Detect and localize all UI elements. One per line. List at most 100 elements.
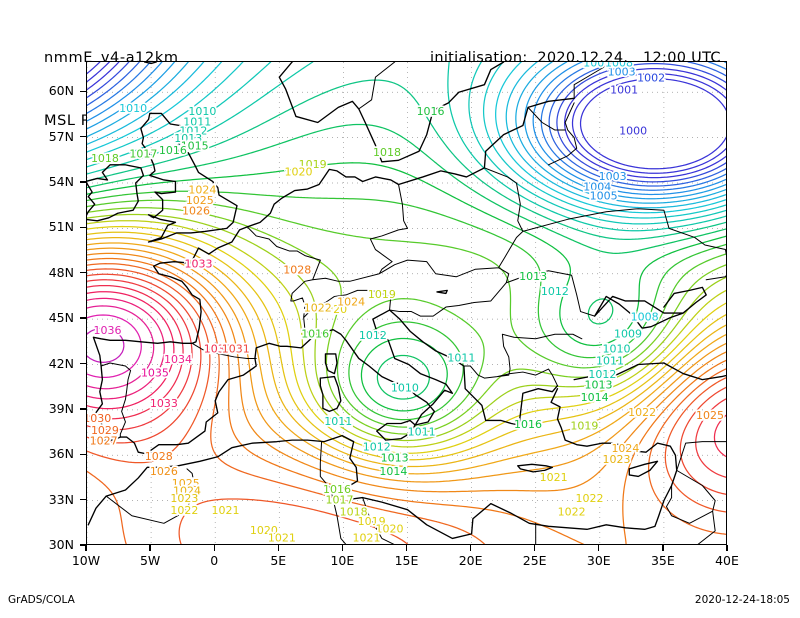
contour-label-halo: 1028 <box>283 264 311 277</box>
contour-value-label: 1029 <box>91 424 119 437</box>
contour-value-label: 1015 <box>181 140 209 153</box>
contour-label-halo: 1011 <box>183 116 211 129</box>
contour-value-label: 1020 <box>285 165 313 178</box>
contour-value-label: 1014 <box>379 465 407 478</box>
contour-value-label: 1023 <box>602 453 630 466</box>
contour-label-halo: 1027 <box>90 435 118 448</box>
y-tickmark <box>80 362 86 365</box>
contour-level-1027 <box>87 263 726 544</box>
contour-value-label: 1011 <box>447 351 475 364</box>
x-axis-tick-label: 10W <box>71 553 101 568</box>
y-tickmark <box>80 272 86 274</box>
contour-value-label: 1002 <box>637 72 665 85</box>
contour-label-halo: 1016 <box>301 327 329 340</box>
contour-value-label: 1014 <box>581 391 609 404</box>
y-axis-tick-label: 36N <box>48 446 74 462</box>
contour-value-label: 1003 <box>608 66 636 79</box>
contour-value-label: 1008 <box>631 311 659 324</box>
contour-label-halo: 1002 <box>637 72 665 85</box>
x-axis-tick-label: 40E <box>715 553 739 568</box>
contour-value-label: 1022 <box>304 302 332 315</box>
contour-label-halo: 1013 <box>519 270 547 283</box>
y-axis-tick-label: 51N <box>48 219 74 235</box>
contour-value-label: 1023 <box>170 492 198 505</box>
contour-value-label: 1013 <box>519 270 547 283</box>
x-tickmark <box>469 545 472 551</box>
contour-value-label: 1016 <box>159 144 187 157</box>
contour-value-label: 1016 <box>417 105 445 118</box>
contour-label-halo: 1003 <box>608 66 636 79</box>
contour-label-halo: 1017 <box>129 147 157 160</box>
contour-value-label: 1011 <box>324 415 352 428</box>
contour-value-label: 1036 <box>94 324 122 337</box>
contour-value-label: 1000 <box>619 125 647 138</box>
contour-value-label: 1012 <box>359 329 387 342</box>
y-tickmark <box>80 181 86 183</box>
contour-label-halo: 1029 <box>91 424 119 437</box>
contour-level-1006 <box>87 62 726 204</box>
x-axis-tick-label: 0 <box>210 553 219 568</box>
x-tickmark <box>85 545 87 551</box>
contour-value-label: 1026 <box>182 205 210 218</box>
contour-label-halo: 1025 <box>696 409 724 422</box>
contour-label-halo: 1019 <box>358 515 386 528</box>
contour-value-label: 1011 <box>596 354 624 367</box>
contour-level-1022 <box>87 237 726 468</box>
contour-level-1032 <box>87 291 175 410</box>
contour-value-label: 1018 <box>373 146 401 159</box>
contour-label-halo: 1024 <box>337 295 365 308</box>
contour-level-1030 <box>87 279 726 478</box>
y-axis-tick-label: 39N <box>48 400 74 416</box>
contour-value-label: 1025 <box>172 477 200 490</box>
contour-label-halo: 1011 <box>408 426 436 439</box>
contour-level-1029 <box>87 273 726 495</box>
contour-label-halo: 1014 <box>379 465 407 478</box>
contour-label-halo: 1028 <box>145 450 173 463</box>
contour-label-halo: 1016 <box>514 418 542 431</box>
contour-value-label: 1020 <box>376 522 404 535</box>
contour-value-label: 1021 <box>268 531 296 544</box>
contour-label-halo: 1011 <box>324 415 352 428</box>
contour-label-halo: 1018 <box>91 152 119 165</box>
contour-value-label: 1018 <box>91 152 119 165</box>
x-tickmark <box>277 545 279 551</box>
contour-label-halo: 1012 <box>588 368 616 381</box>
y-tickmark <box>80 226 86 229</box>
contour-value-label: 1033 <box>185 258 213 271</box>
contour-value-label: 1028 <box>145 450 173 463</box>
contour-label-halo: 1022 <box>576 492 604 505</box>
contour-value-label: 1013 <box>585 379 613 392</box>
contour-label-halo: 1010 <box>602 342 630 355</box>
contour-label-halo: 1008 <box>631 311 659 324</box>
contour-value-label: 1028 <box>283 264 311 277</box>
x-tickmark <box>405 545 408 551</box>
contour-level-1015 <box>87 190 726 421</box>
x-axis-tick-label: 30E <box>586 553 611 568</box>
contour-label-halo: 1012 <box>363 441 391 454</box>
contour-value-label: 1022 <box>170 504 198 517</box>
contour-label-halo: 1025 <box>172 477 200 490</box>
y-tickmark <box>80 90 86 92</box>
contour-lines-group <box>87 62 726 544</box>
x-tickmark <box>598 545 600 551</box>
contour-label-halo: 1036 <box>94 324 122 337</box>
contour-label-halo: 1017 <box>326 494 354 507</box>
contour-value-label: 1024 <box>188 184 216 197</box>
contour-value-label: 1017 <box>129 147 157 160</box>
contour-map-plot: 1010 1010 1010 1010 1011 1011 1012 1012 1013 1013… <box>86 61 727 545</box>
x-axis-tick-label: 15E <box>394 553 419 568</box>
y-axis-tick-label: 42N <box>48 355 74 371</box>
contour-label-halo: 1008 <box>605 62 633 70</box>
contour-label-halo: 1011 <box>447 351 475 364</box>
contour-value-label: 1004 <box>583 181 611 194</box>
contour-label-halo: 1022 <box>628 406 656 419</box>
contour-label-halo: 1018 <box>340 506 368 519</box>
x-tickmark <box>341 545 344 551</box>
contour-label-halo: 1024 <box>173 485 201 498</box>
contour-level-1014 <box>87 162 726 412</box>
contour-level-1004 <box>87 62 726 196</box>
render-timestamp-label: 2020-12-24-18:05 <box>694 594 790 606</box>
